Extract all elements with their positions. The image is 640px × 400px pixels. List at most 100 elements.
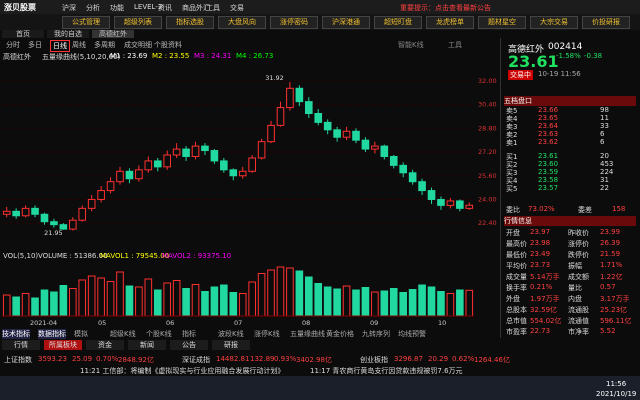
bottom-tab[interactable]: 资金 [86,340,124,350]
bottom-tab[interactable]: 行情 [2,340,40,350]
stat-cell: 23.99 [600,228,621,236]
menu-item[interactable]: 分析 [86,4,100,12]
candle-body [144,160,153,171]
chart-tab[interactable]: 成交明细 [124,41,152,49]
bottom-tab[interactable]: 新闻 [128,340,166,350]
candle-body [78,207,87,221]
taskbar [0,376,640,400]
index-cell: 2848.92亿 [118,356,154,364]
menu-item[interactable]: 商品外汇 [182,4,210,12]
bottom-tab[interactable]: 研报 [212,340,250,350]
candle-body [267,124,275,143]
volume-bar [427,286,436,317]
menu-item[interactable]: 资讯 [158,4,172,12]
indicator-tab[interactable]: 九转序列 [362,330,390,338]
indicator-tab[interactable]: 波段K线 [218,330,244,338]
chart-indicator: 五量缘曲线(5,10,20,60) [42,53,121,61]
chart-tab[interactable]: 多日 [28,41,42,49]
indicator-tab[interactable]: 超级K线 [110,330,136,338]
tool-button[interactable]: 题材星空 [478,16,526,29]
y-tick-label: 24.00 [478,195,497,203]
order-cell: 6 [600,130,605,138]
stat-cell: 25.23亿 [600,306,628,314]
index-cell: 132.89 [250,355,275,363]
chart-tab[interactable]: 个股资料 [154,41,182,49]
candle-body [323,121,332,131]
candle-body [465,204,474,209]
vol-label: MAVOL1 : 79545.00 [100,252,170,260]
volume-bar [78,279,87,317]
bottom-tab[interactable]: 公告 [170,340,208,350]
indicator-tab[interactable]: 黄金价格 [326,330,354,338]
indicator-tab[interactable]: 技术指标 [2,329,30,339]
time: 10-19 11:56 [538,70,581,78]
indicator-tab[interactable]: 数据指标 [38,329,66,339]
chart-tool[interactable]: 工具 [448,41,462,49]
ratio-label: 委比 [506,206,520,214]
y-tick-label: 27.20 [478,148,497,156]
index-cell: 25.09 [72,355,93,363]
pct: -1.58% [556,52,581,60]
order-cell: 98 [600,106,609,114]
tool-button[interactable]: 价投研报 [582,16,630,29]
tab[interactable]: 高德红外 [92,30,134,38]
bottom-tab[interactable]: 所属板块 [44,340,82,350]
volume-bar [182,288,190,317]
indicator-tab[interactable]: 个股K线 [146,330,172,338]
tab[interactable]: 我的自选 [47,30,89,38]
volume-bar [163,282,172,317]
volume-bar [408,289,417,317]
stat-cell: 596.11亿 [600,317,632,325]
indicator-tab[interactable]: 五量缘曲线 [290,330,325,338]
order-cell: 31 [600,176,609,184]
chart-tab[interactable]: 周线 [72,41,86,49]
menu-item[interactable]: LEVEL-2 [134,3,163,11]
menu-item[interactable]: 沪深 [62,4,76,12]
tool-button[interactable]: 沪深港通 [322,16,370,29]
stat-cell: 总股本 [506,306,527,314]
chart-tab[interactable]: 日线 [50,40,70,52]
tool-button[interactable]: 超级列表 [114,16,162,29]
chart-tab[interactable]: 分时 [6,41,20,49]
volume-bar [361,287,370,317]
indicator-tab[interactable]: 均线预警 [398,330,426,338]
order-cell: 23.61 [538,152,559,160]
indicator-tab[interactable]: 指标 [182,330,196,338]
tool-button[interactable]: 指标选股 [166,16,214,29]
menu-item[interactable]: 交易 [230,4,244,12]
candle-body [97,190,105,200]
menu-item[interactable]: 功能 [110,4,124,12]
order-cell: 23.66 [538,106,559,114]
chart-tab[interactable]: 多周期 [94,41,115,49]
volume-bar [257,273,266,317]
indicator-tab[interactable]: 模拟 [74,330,88,338]
index-cell: 0.93% [274,355,297,363]
stat-cell: 开盘 [506,229,520,237]
tool-button[interactable]: 公式管理 [62,16,110,29]
candle-body [238,170,247,177]
volume-bar [106,281,115,317]
volume-bar [40,289,49,317]
chart-tool[interactable]: 智能K线 [398,41,424,49]
stat-cell: 1.97万手 [530,295,560,303]
candle-body [295,87,304,103]
tab[interactable]: 首页 [2,30,44,38]
tool-button[interactable]: 涨停密码 [270,16,318,29]
stat-cell: 最高价 [506,240,527,248]
stat-cell: 涨停价 [568,240,589,248]
order-cell: 20 [600,152,609,160]
x-tick-label: 05 [98,319,106,327]
stat-cell: 23.73 [530,261,551,269]
candle-body [427,190,436,200]
tool-button[interactable]: 龙虎榜单 [426,16,474,29]
tool-button[interactable]: 超短盯盘 [374,16,422,29]
tool-button[interactable]: 大宗交易 [530,16,578,29]
vol-label: MAVOL2 : 93375.10 [162,252,232,260]
menu-item[interactable]: 工具 [206,4,220,12]
indicator-tab[interactable]: 涨停K线 [254,330,280,338]
tool-button[interactable]: 大盘风向 [218,16,266,29]
volume-bar [437,291,445,317]
x-tick-label: 09 [370,319,378,327]
index-cell: 0.70% [96,355,119,363]
volume-bar [238,293,247,317]
